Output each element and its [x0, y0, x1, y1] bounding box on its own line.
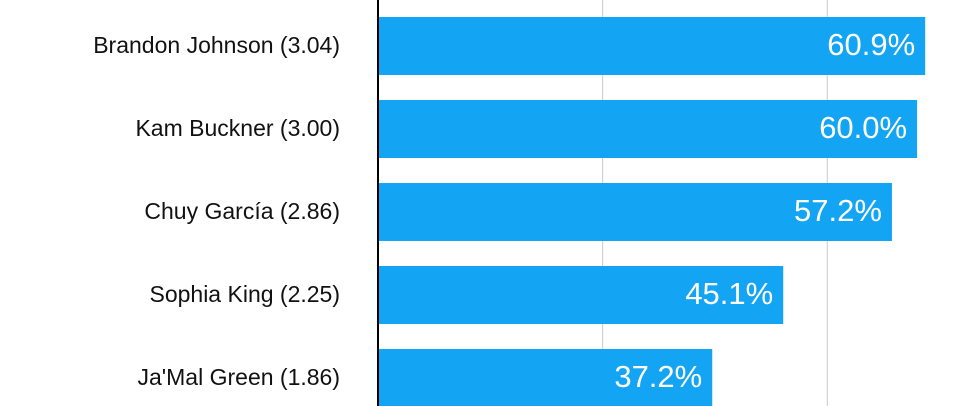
bar	[378, 100, 918, 158]
bar	[378, 183, 892, 241]
bar	[378, 349, 713, 406]
value-label: 60.0%	[819, 110, 907, 145]
bar	[378, 266, 784, 324]
bar	[378, 17, 926, 75]
category-label: Kam Buckner (3.00)	[135, 115, 340, 141]
category-label: Ja'Mal Green (1.86)	[137, 364, 340, 390]
value-label: 45.1%	[685, 276, 773, 311]
category-label: Brandon Johnson (3.04)	[93, 32, 340, 58]
value-label: 60.9%	[827, 27, 915, 62]
category-label: Chuy García (2.86)	[144, 198, 340, 224]
category-label: Sophia King (2.25)	[149, 281, 340, 307]
value-label: 57.2%	[794, 193, 882, 228]
value-label: 37.2%	[614, 359, 702, 394]
